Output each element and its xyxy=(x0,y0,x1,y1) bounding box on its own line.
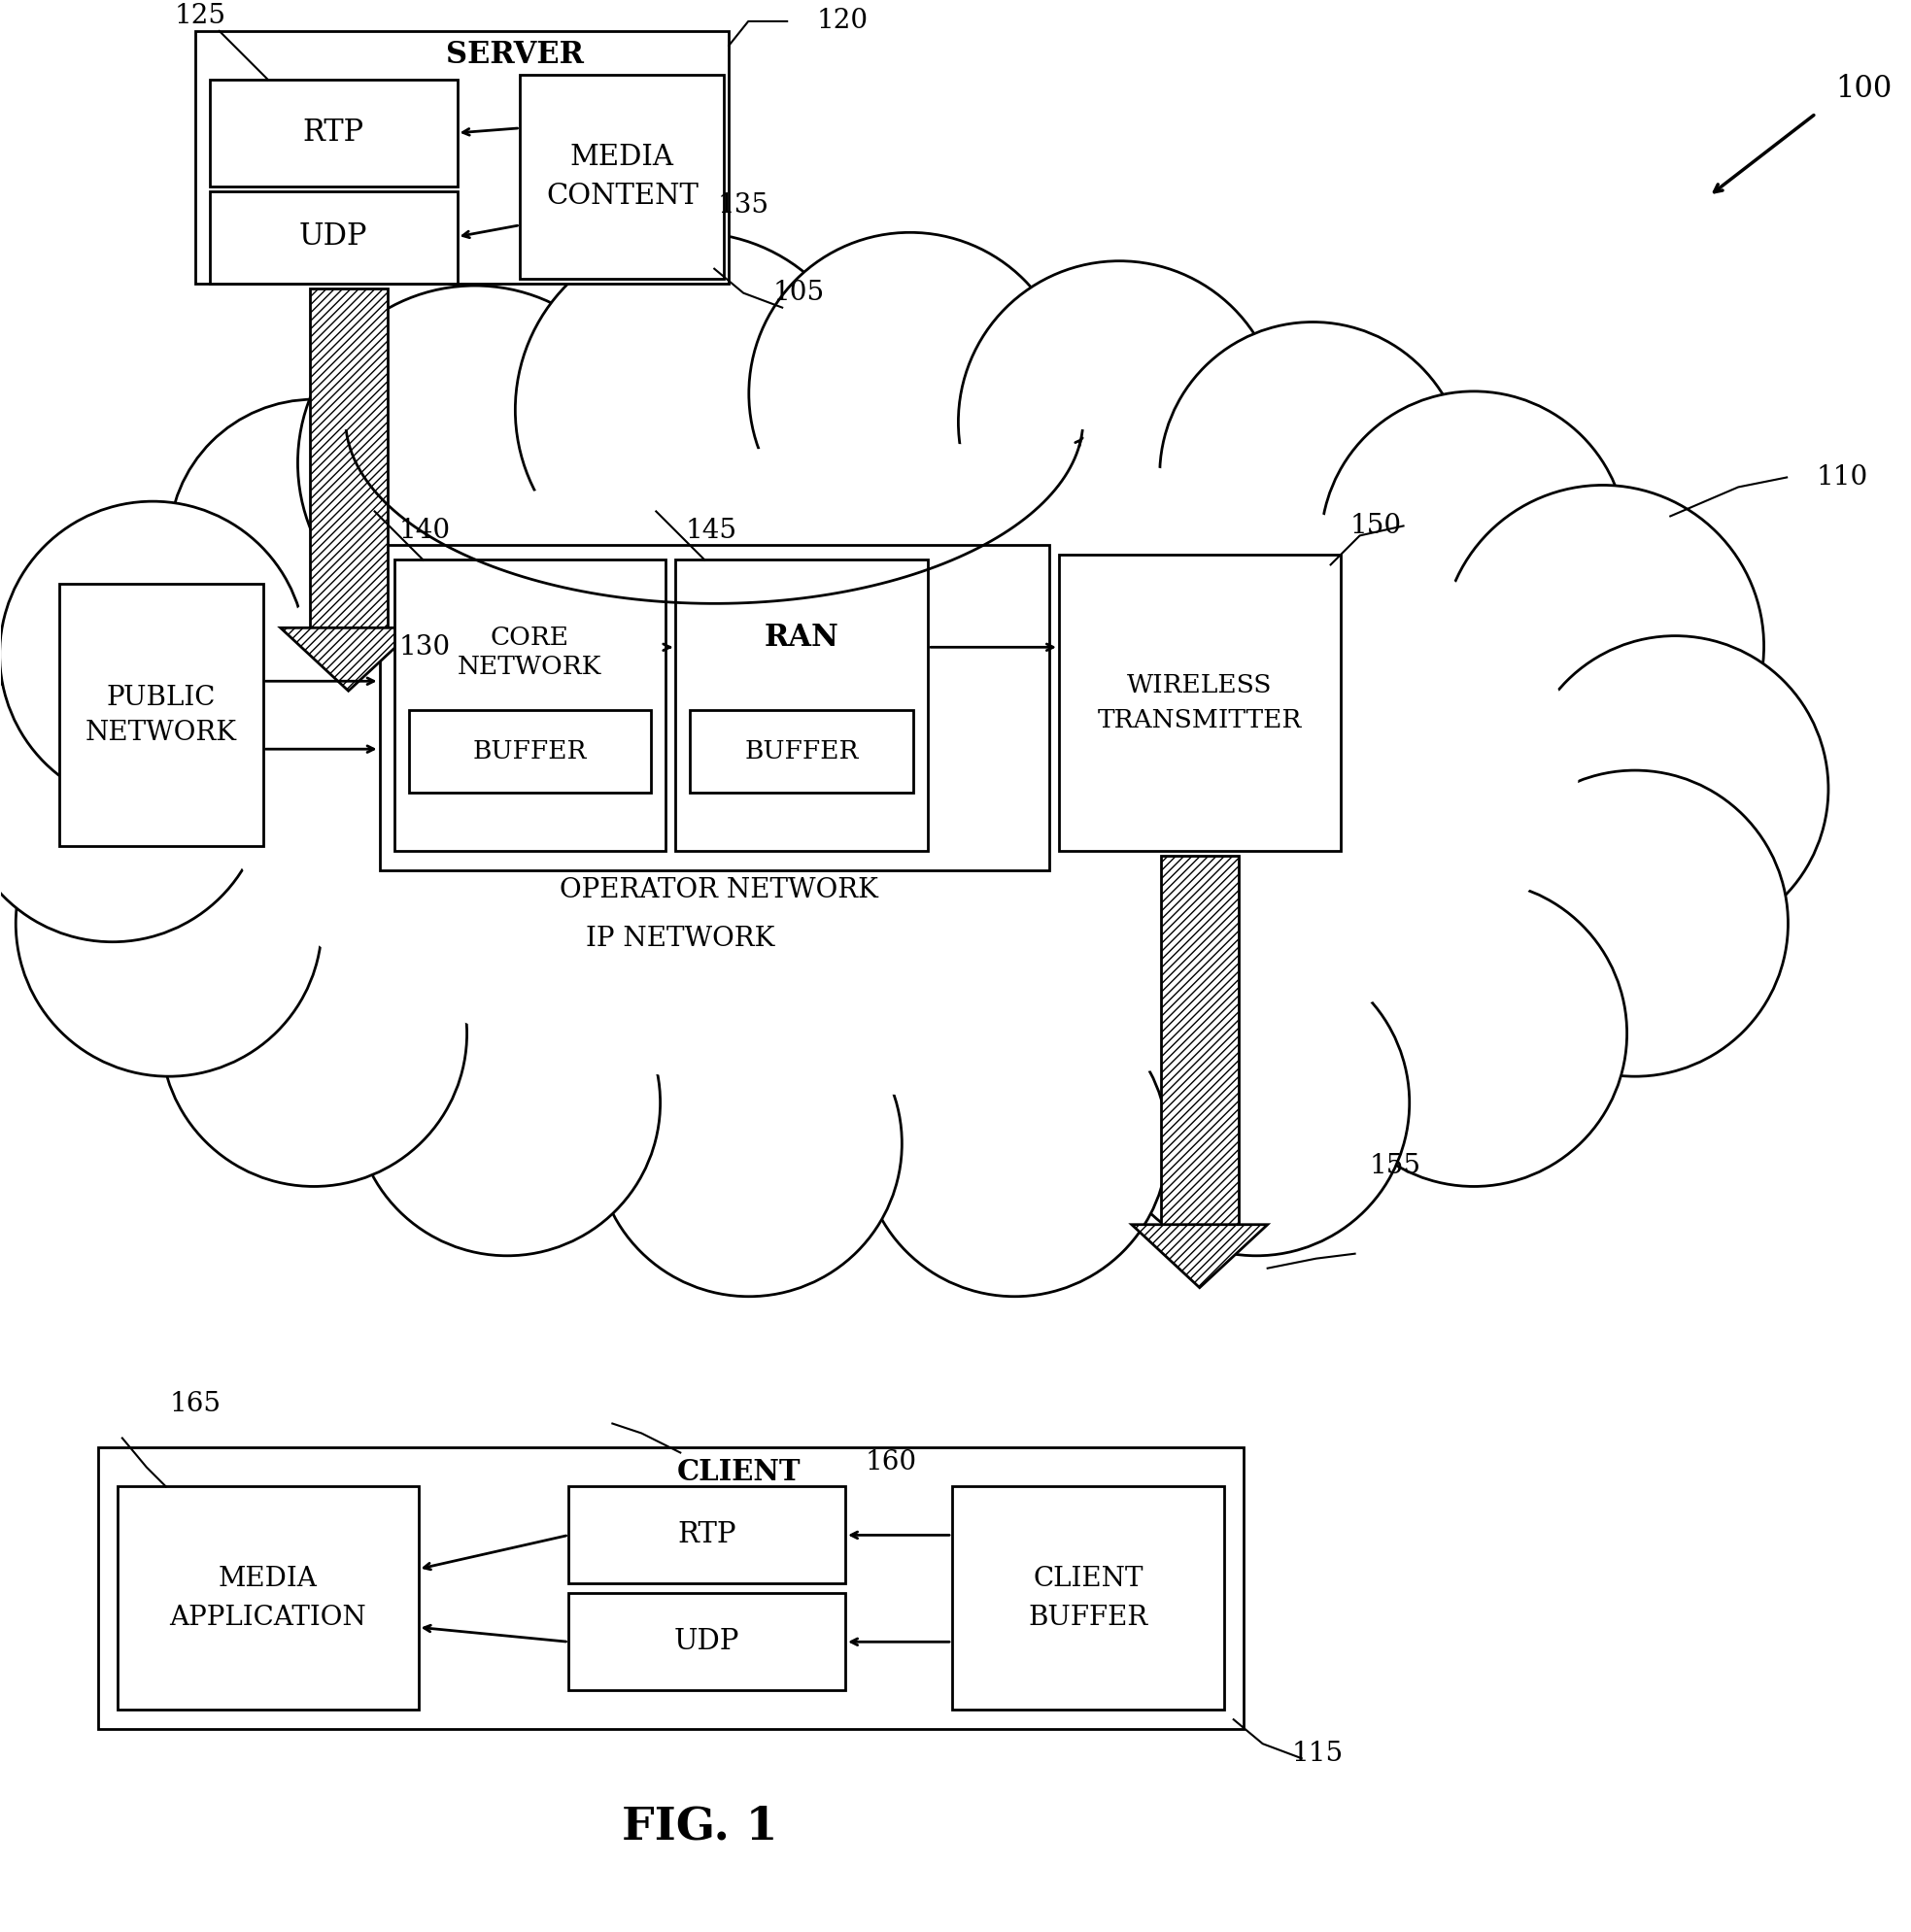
Circle shape xyxy=(1321,881,1626,1186)
Text: 160: 160 xyxy=(866,1449,917,1476)
Text: SERVER: SERVER xyxy=(447,41,585,70)
Circle shape xyxy=(516,232,870,587)
Bar xyxy=(195,31,728,284)
Circle shape xyxy=(161,881,466,1186)
Circle shape xyxy=(354,951,659,1256)
Circle shape xyxy=(1481,771,1789,1076)
Bar xyxy=(117,1486,419,1710)
Text: UDP: UDP xyxy=(675,1629,740,1656)
Bar xyxy=(97,1447,1244,1729)
Bar xyxy=(569,1594,845,1690)
Text: 145: 145 xyxy=(686,518,736,545)
Text: CLIENT: CLIENT xyxy=(676,1459,801,1486)
Polygon shape xyxy=(1131,1225,1267,1287)
Text: 150: 150 xyxy=(1349,512,1401,539)
Circle shape xyxy=(15,771,321,1076)
Bar xyxy=(690,711,913,792)
Text: FIG. 1: FIG. 1 xyxy=(621,1804,778,1849)
Bar xyxy=(210,191,457,284)
Text: 155: 155 xyxy=(1370,1153,1422,1179)
Circle shape xyxy=(957,261,1280,583)
Circle shape xyxy=(168,400,459,690)
Bar xyxy=(569,1486,845,1584)
Polygon shape xyxy=(281,628,417,692)
Text: WIRELESS: WIRELESS xyxy=(1127,672,1273,697)
Text: APPLICATION: APPLICATION xyxy=(170,1604,367,1631)
Text: 130: 130 xyxy=(399,634,451,661)
Bar xyxy=(210,79,457,185)
Text: 110: 110 xyxy=(1815,464,1867,491)
Bar xyxy=(952,1486,1223,1710)
Text: RAN: RAN xyxy=(764,622,839,653)
Circle shape xyxy=(1321,392,1626,697)
Bar xyxy=(675,560,929,850)
Circle shape xyxy=(749,232,1070,554)
Text: CLIENT: CLIENT xyxy=(1032,1565,1143,1592)
Ellipse shape xyxy=(208,442,1578,1095)
Circle shape xyxy=(0,636,266,943)
Text: MEDIA: MEDIA xyxy=(569,143,675,170)
Text: RTP: RTP xyxy=(676,1522,736,1549)
Text: 165: 165 xyxy=(170,1391,222,1418)
Bar xyxy=(1160,856,1238,1225)
Text: NETWORK: NETWORK xyxy=(86,719,237,746)
Bar xyxy=(409,711,652,792)
Text: UDP: UDP xyxy=(298,222,367,251)
Circle shape xyxy=(596,991,902,1296)
Text: CONTENT: CONTENT xyxy=(547,182,698,209)
Text: RTP: RTP xyxy=(302,118,363,149)
Bar xyxy=(394,560,665,850)
Text: 100: 100 xyxy=(1835,73,1892,104)
Text: 125: 125 xyxy=(174,4,225,29)
Circle shape xyxy=(298,286,652,639)
Text: CORE: CORE xyxy=(491,626,569,649)
Text: 135: 135 xyxy=(719,193,768,218)
Bar xyxy=(310,288,388,628)
Circle shape xyxy=(862,991,1168,1296)
Text: 140: 140 xyxy=(399,518,451,545)
Bar xyxy=(520,75,724,278)
Text: OPERATOR NETWORK: OPERATOR NETWORK xyxy=(560,877,879,902)
Circle shape xyxy=(1103,951,1410,1256)
Bar xyxy=(59,583,264,846)
Text: 105: 105 xyxy=(772,280,824,305)
Text: BUFFER: BUFFER xyxy=(472,738,587,763)
Text: MEDIA: MEDIA xyxy=(218,1565,317,1592)
Circle shape xyxy=(1160,323,1466,628)
Text: NETWORK: NETWORK xyxy=(459,655,602,678)
Circle shape xyxy=(1441,485,1764,808)
Text: TRANSMITTER: TRANSMITTER xyxy=(1097,707,1301,732)
Circle shape xyxy=(0,500,306,808)
Text: PUBLIC: PUBLIC xyxy=(107,684,216,711)
Text: IP NETWORK: IP NETWORK xyxy=(587,925,774,951)
Text: 120: 120 xyxy=(816,8,868,35)
Text: BUFFER: BUFFER xyxy=(1028,1604,1149,1631)
Bar xyxy=(380,545,1049,871)
Text: 115: 115 xyxy=(1292,1741,1343,1766)
Circle shape xyxy=(1523,636,1829,943)
Bar xyxy=(1059,554,1340,850)
Text: BUFFER: BUFFER xyxy=(745,738,858,763)
